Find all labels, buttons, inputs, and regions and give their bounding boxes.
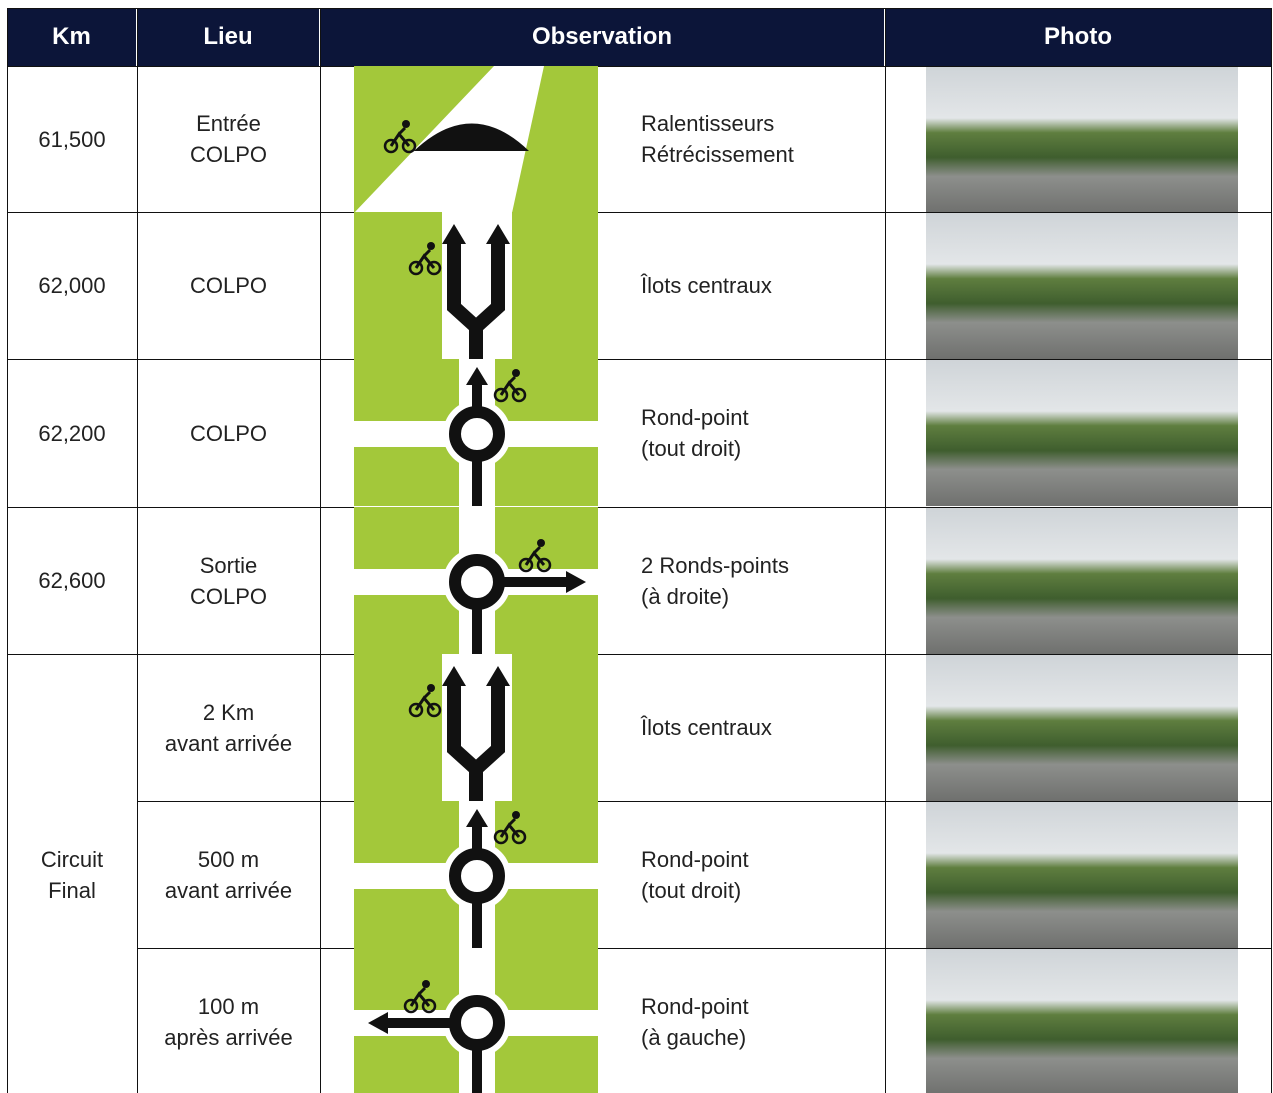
text-line: 62,000 bbox=[38, 270, 105, 301]
route-icon bbox=[354, 654, 598, 801]
lieu-cell: COLPO bbox=[137, 212, 320, 359]
text-line: COLPO bbox=[190, 581, 267, 612]
text-line: après arrivée bbox=[164, 1022, 292, 1053]
text-line: Rond-point bbox=[641, 991, 749, 1022]
column-border bbox=[320, 8, 321, 1093]
text-line: 62,600 bbox=[38, 565, 105, 596]
photo bbox=[926, 655, 1238, 801]
observation-text: Îlots centraux bbox=[641, 654, 772, 801]
observation-text: 2 Ronds-points(à droite) bbox=[641, 507, 789, 654]
route-icon bbox=[354, 948, 598, 1093]
photo bbox=[926, 949, 1238, 1093]
text-line: avant arrivée bbox=[165, 728, 292, 759]
route-icon bbox=[354, 212, 598, 359]
icon bbox=[354, 212, 598, 359]
text-line: 2 Km bbox=[203, 697, 254, 728]
icon bbox=[354, 359, 598, 506]
text-line: Circuit bbox=[41, 844, 103, 875]
header-cell: Km bbox=[7, 8, 137, 66]
text-line: (à droite) bbox=[641, 581, 789, 612]
km-cell: 62,200 bbox=[7, 359, 137, 507]
observation-text: Rond-point(à gauche) bbox=[641, 948, 749, 1093]
icon bbox=[354, 948, 598, 1093]
text-line: COLPO bbox=[190, 418, 267, 449]
text-line: Sortie bbox=[200, 550, 257, 581]
text-line: Rond-point bbox=[641, 844, 749, 875]
photo bbox=[926, 508, 1238, 654]
text-line: COLPO bbox=[190, 139, 267, 170]
photo bbox=[926, 360, 1238, 506]
header-cell: Observation bbox=[320, 8, 885, 66]
route-icon bbox=[354, 359, 598, 506]
observation-text: Îlots centraux bbox=[641, 212, 772, 359]
text-line: 100 m bbox=[198, 991, 259, 1022]
text-line: Entrée bbox=[196, 108, 261, 139]
header-cell: Photo bbox=[885, 8, 1271, 66]
text-line: Ralentisseurs bbox=[641, 108, 794, 139]
km-cell: 62,000 bbox=[7, 212, 137, 359]
text-line: (tout droit) bbox=[641, 875, 749, 906]
route-icon bbox=[354, 507, 598, 654]
text-line: (tout droit) bbox=[641, 433, 749, 464]
header-border bbox=[7, 8, 1271, 9]
text-line: Final bbox=[48, 875, 96, 906]
header-cell: Lieu bbox=[137, 8, 320, 66]
page: Km Lieu Observation Photo 61,500EntréeCO… bbox=[0, 0, 1273, 1093]
text-line: (à gauche) bbox=[641, 1022, 749, 1053]
icon bbox=[354, 654, 598, 801]
text-line: Îlots centraux bbox=[641, 270, 772, 301]
text-line: 500 m bbox=[198, 844, 259, 875]
column-border bbox=[137, 8, 138, 1093]
column-border bbox=[1271, 8, 1272, 1093]
observation-text: Rond-point(tout droit) bbox=[641, 801, 749, 948]
text-line: 61,500 bbox=[38, 124, 105, 155]
icon bbox=[354, 507, 598, 654]
column-border bbox=[885, 8, 886, 1093]
observation-text: Rond-point(tout droit) bbox=[641, 359, 749, 507]
text-line: 62,200 bbox=[38, 418, 105, 449]
route-icon bbox=[354, 66, 598, 213]
text-line: avant arrivée bbox=[165, 875, 292, 906]
photo bbox=[926, 802, 1238, 948]
km-cell: 61,500 bbox=[7, 66, 137, 212]
text-line: Rétrécissement bbox=[641, 139, 794, 170]
text-line: 2 Ronds-points bbox=[641, 550, 789, 581]
photo bbox=[926, 213, 1238, 359]
route-icon bbox=[354, 801, 598, 948]
text-line: Rond-point bbox=[641, 402, 749, 433]
icon bbox=[354, 801, 598, 948]
icon bbox=[354, 66, 598, 213]
photo bbox=[926, 67, 1238, 213]
text-line: Îlots centraux bbox=[641, 712, 772, 743]
text-line: COLPO bbox=[190, 270, 267, 301]
column-border bbox=[7, 8, 8, 1093]
lieu-cell: COLPO bbox=[137, 359, 320, 507]
km-cell: 62,600 bbox=[7, 507, 137, 654]
